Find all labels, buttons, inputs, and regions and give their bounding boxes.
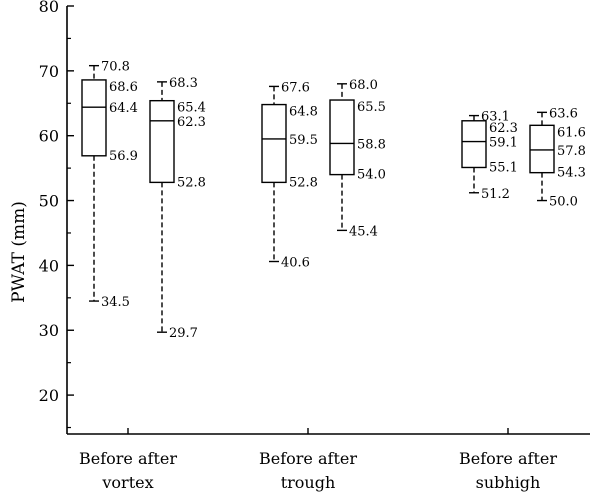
median-label: 64.4 [109, 101, 138, 116]
q3-label: 68.6 [109, 80, 138, 95]
q3-label: 61.6 [557, 125, 586, 140]
iqr-box [261, 103, 287, 184]
min-label: 50.0 [549, 195, 578, 210]
y-tick-label: 70 [39, 62, 59, 81]
y-tick-label: 50 [39, 192, 59, 211]
q1-label: 54.0 [357, 168, 386, 183]
max-label: 63.6 [549, 106, 578, 121]
y-tick-label: 80 [39, 0, 59, 16]
iqr-box [461, 120, 487, 169]
category-label-line2: subhigh [476, 473, 541, 492]
box-before: 70.8 34.5 68.6 64.4 56.9 [81, 60, 138, 310]
category-label-line2: trough [281, 473, 336, 492]
iqr-box [81, 79, 107, 157]
y-axis-title: PWAT (mm) [9, 201, 29, 303]
y-tick-label: 30 [39, 321, 59, 340]
min-label: 45.4 [349, 224, 378, 239]
q3-label: 65.4 [177, 101, 206, 116]
median-label: 59.5 [289, 133, 318, 148]
max-label: 70.8 [101, 60, 130, 75]
category-label-line1: Before after [259, 449, 357, 468]
max-label: 63.1 [481, 110, 510, 125]
category-label-line1: Before after [459, 449, 557, 468]
y-tick-label: 60 [39, 127, 59, 146]
q1-label: 56.9 [109, 149, 138, 164]
y-tick-label: 40 [39, 256, 59, 275]
q1-label: 55.1 [489, 160, 518, 175]
iqr-box [529, 124, 555, 174]
min-label: 29.7 [169, 326, 198, 341]
min-label: 51.2 [481, 187, 510, 202]
q1-label: 52.8 [177, 175, 206, 190]
q3-label: 62.3 [489, 121, 518, 136]
category-label-line2: vortex [101, 473, 153, 492]
q1-label: 52.8 [289, 175, 318, 190]
median-label: 59.1 [489, 136, 518, 151]
boxes: 70.834.568.664.456.968.329.765.462.352.8… [81, 60, 586, 341]
median-label: 58.8 [357, 137, 386, 152]
y-tick-label: 20 [39, 386, 59, 405]
min-label: 40.6 [281, 256, 310, 271]
max-label: 68.0 [349, 78, 378, 93]
median-label: 62.3 [177, 115, 206, 130]
max-label: 68.3 [169, 76, 198, 91]
median-label: 57.8 [557, 144, 586, 159]
q1-label: 54.3 [557, 166, 586, 181]
q3-label: 65.5 [357, 100, 386, 115]
iqr-box [149, 99, 175, 184]
box-after: 68.3 29.7 65.462.3 52.8 [149, 76, 206, 341]
q3-label: 64.8 [289, 105, 318, 120]
iqr-box [329, 99, 355, 176]
box-before: 67.6 40.6 64.8 59.5 52.8 [261, 80, 318, 271]
min-label: 34.5 [101, 295, 130, 310]
box-after: 68.0 45.4 65.5 58.8 54.0 [329, 78, 386, 239]
axes: 20 30 40 50 60 70 80 Before after vortex Before a… [39, 0, 590, 492]
max-label: 67.6 [281, 80, 310, 95]
category-label-line1: Before after [79, 449, 177, 468]
box-after: 63.6 50.0 61.6 57.8 54.3 [529, 106, 586, 210]
box-before: 63.1 51.2 62.359.1 55.1 [461, 110, 518, 202]
